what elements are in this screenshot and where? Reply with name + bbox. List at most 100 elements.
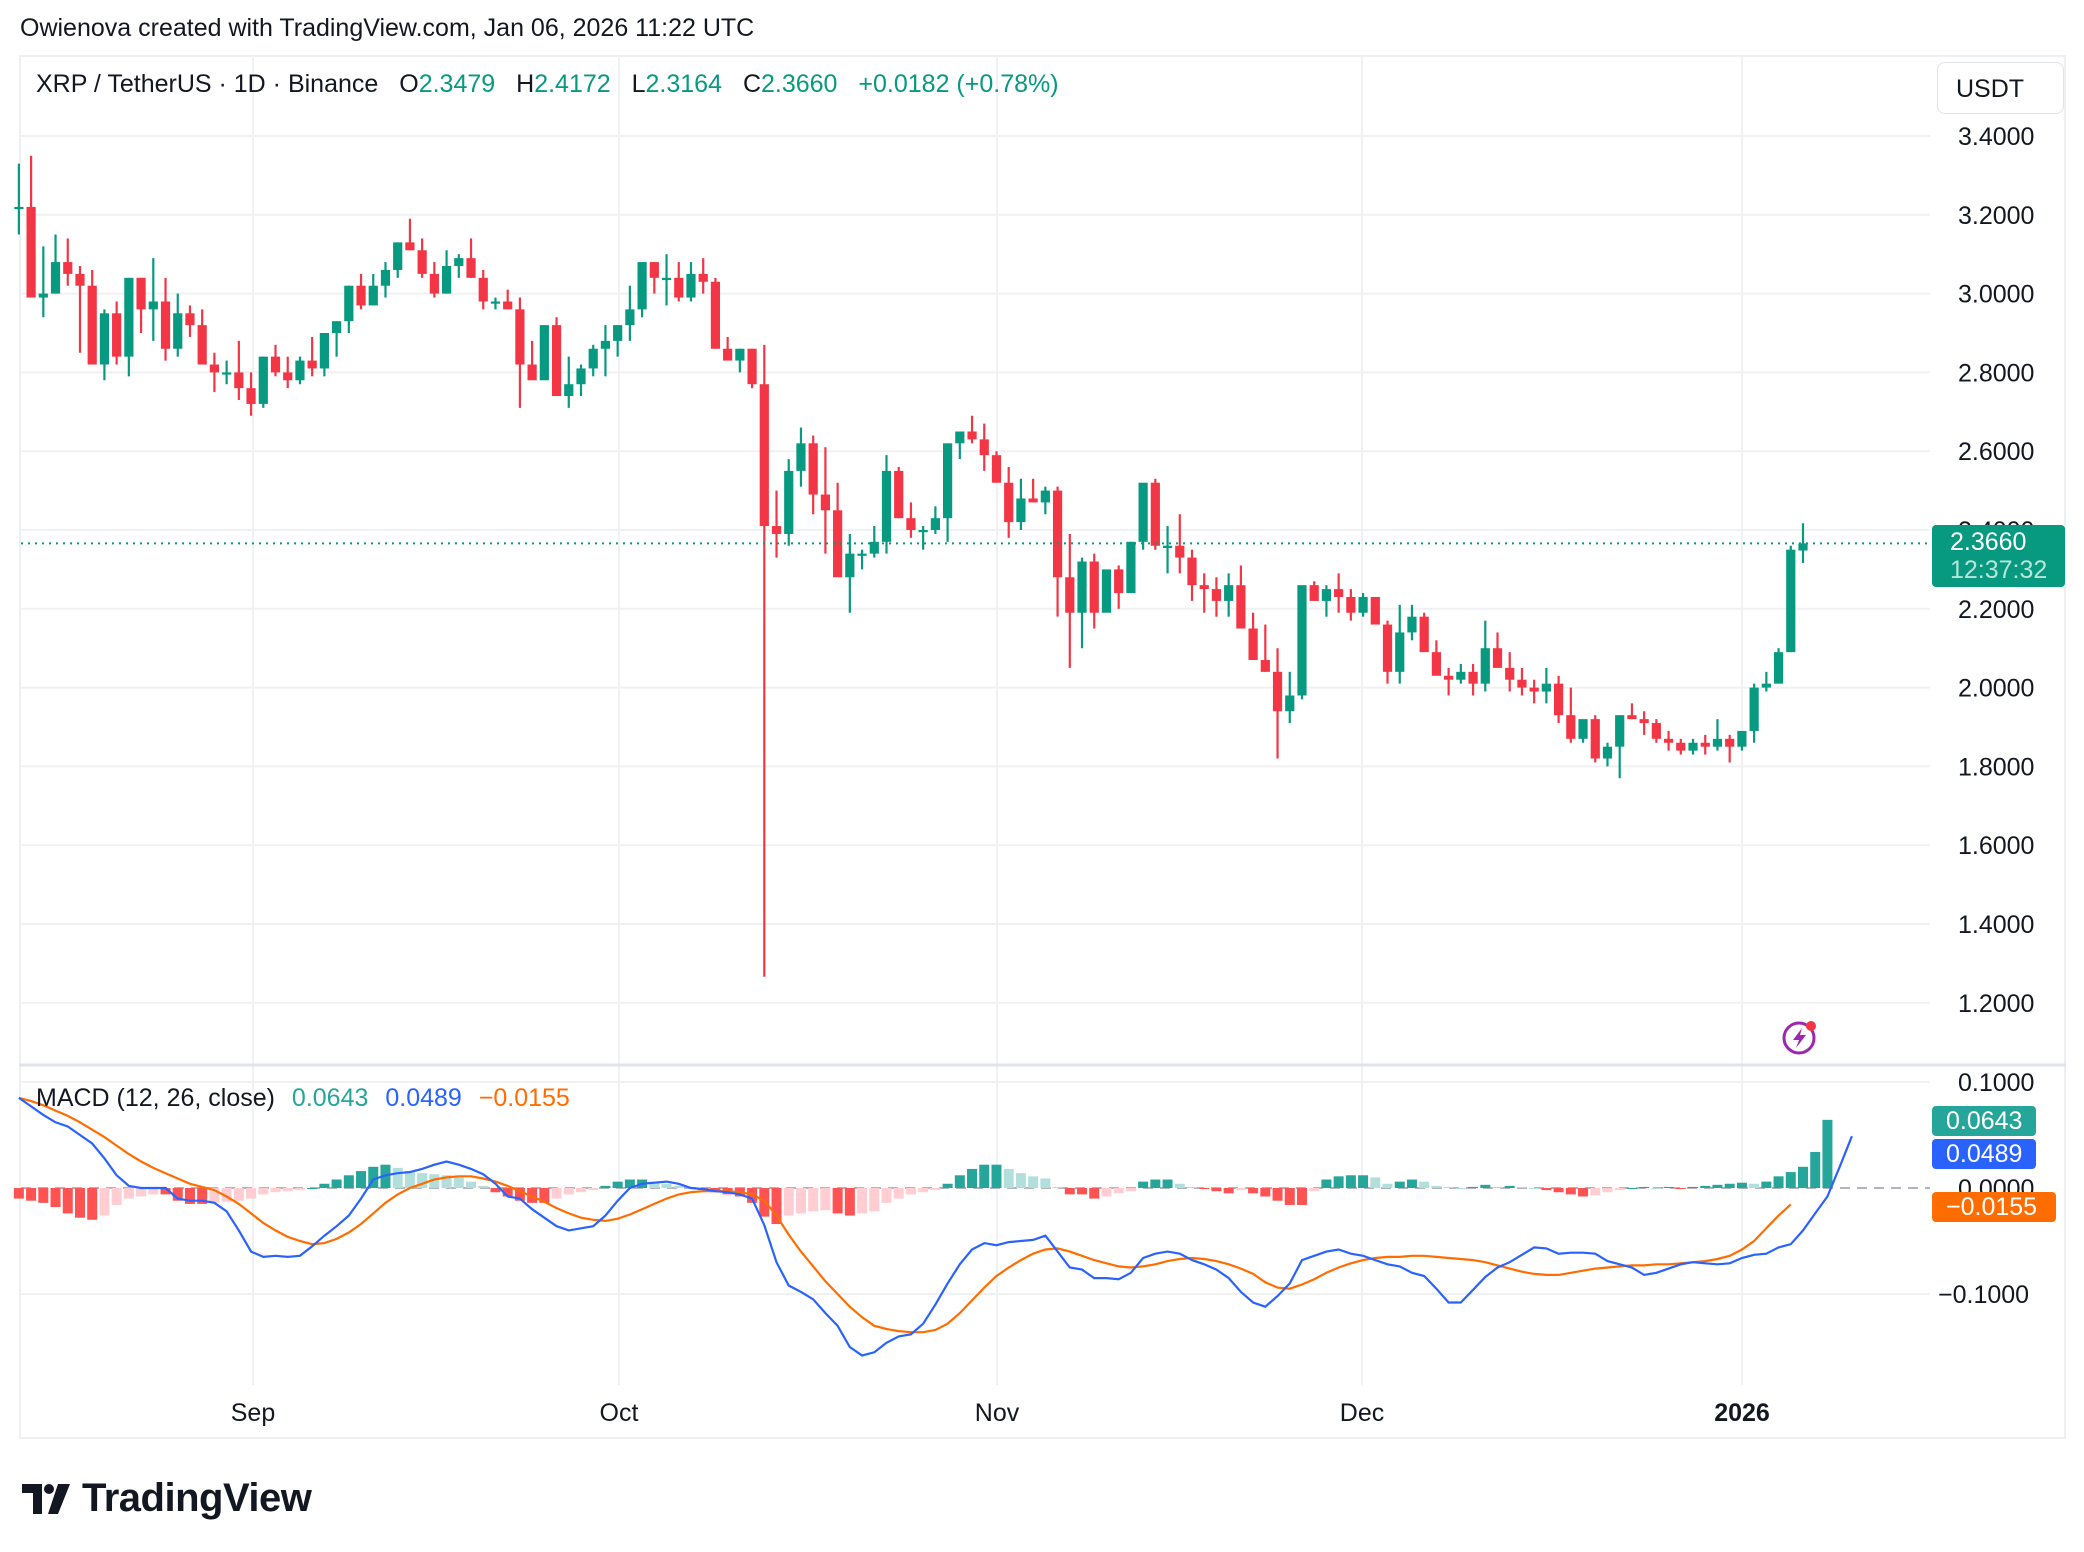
macd-histogram-bar bbox=[26, 1188, 37, 1201]
candle-body bbox=[246, 388, 256, 404]
macd-histogram-bar bbox=[1455, 1188, 1466, 1189]
candle-body bbox=[1334, 589, 1344, 597]
candle-body bbox=[99, 313, 110, 365]
macd-histogram-bar bbox=[1553, 1188, 1564, 1193]
candle-body bbox=[160, 301, 171, 349]
macd-histogram-bar bbox=[62, 1188, 73, 1214]
macd-histogram-bar bbox=[1761, 1181, 1772, 1188]
macd-histogram-bar bbox=[1003, 1168, 1014, 1188]
candle-body bbox=[1725, 738, 1735, 747]
symbol-title[interactable]: XRP / TetherUS · 1D · Binance bbox=[36, 70, 379, 98]
open-label: O bbox=[399, 70, 419, 98]
candle-body bbox=[490, 301, 501, 304]
macd-histogram-bar bbox=[551, 1188, 562, 1199]
macd-histogram-bar bbox=[612, 1181, 623, 1188]
candle-body bbox=[955, 431, 965, 444]
macd-histogram-bar bbox=[1089, 1188, 1100, 1199]
currency-button[interactable]: USDT bbox=[1937, 62, 2064, 114]
macd-histogram-bar bbox=[991, 1164, 1002, 1188]
macd-histogram-bar bbox=[1028, 1176, 1039, 1188]
tradingview-logo[interactable]: TradingView bbox=[22, 1476, 312, 1521]
macd-histogram-bar bbox=[1675, 1188, 1686, 1190]
price-axis-label: 2.0000 bbox=[1958, 675, 2034, 703]
candle-body bbox=[1492, 648, 1503, 668]
macd-histogram-bar bbox=[673, 1185, 684, 1188]
low-value: 2.3164 bbox=[645, 70, 722, 98]
candle-body bbox=[1382, 624, 1393, 672]
price-axis-label: 1.6000 bbox=[1958, 832, 2034, 860]
lightning-alert-icon[interactable] bbox=[1781, 1018, 1819, 1056]
macd-histogram-bar bbox=[1578, 1188, 1589, 1197]
macd-histogram-bar bbox=[624, 1179, 635, 1188]
candle-body bbox=[1615, 715, 1625, 747]
macd-histogram-bar bbox=[160, 1188, 171, 1195]
candle-body bbox=[1297, 585, 1307, 696]
macd-histogram-bar bbox=[1516, 1186, 1527, 1188]
candle-body bbox=[1126, 541, 1136, 594]
candle-body bbox=[551, 325, 562, 397]
candle-body bbox=[698, 273, 708, 282]
macd-histogram-bar bbox=[258, 1188, 269, 1195]
macd-histogram-bar bbox=[893, 1188, 904, 1199]
macd-histogram-bar bbox=[1688, 1186, 1699, 1188]
macd-histogram-bar bbox=[294, 1188, 305, 1191]
candle-body bbox=[234, 372, 244, 389]
candle-body bbox=[918, 530, 928, 533]
candle-body bbox=[637, 262, 647, 310]
candle-body bbox=[1431, 652, 1441, 676]
macd-histogram-bar bbox=[1724, 1183, 1735, 1188]
macd-histogram-bar bbox=[600, 1185, 611, 1188]
macd-histogram-bar bbox=[1639, 1186, 1650, 1188]
macd-histogram-tag: 0.0643 bbox=[1932, 1106, 2036, 1136]
macd-histogram-bar bbox=[1125, 1188, 1136, 1192]
candle-body bbox=[87, 285, 97, 365]
macd-histogram-bar bbox=[1309, 1188, 1320, 1192]
candle-body bbox=[1089, 561, 1099, 613]
macd-title[interactable]: MACD (12, 26, close) bbox=[36, 1084, 275, 1112]
macd-histogram-bar bbox=[123, 1188, 134, 1199]
macd-histogram-bar bbox=[1749, 1183, 1760, 1188]
macd-histogram-bar bbox=[1468, 1186, 1479, 1188]
macd-histogram-bar bbox=[820, 1188, 831, 1211]
tradingview-wordmark: TradingView bbox=[82, 1476, 312, 1520]
macd-signal-line bbox=[18, 1096, 1792, 1334]
macd-histogram-bar bbox=[1700, 1185, 1711, 1188]
macd-histogram-bar bbox=[13, 1188, 24, 1199]
candle-body bbox=[344, 285, 354, 322]
candle-body bbox=[368, 285, 378, 306]
candle-body bbox=[1016, 498, 1026, 523]
macd-histogram-bar bbox=[771, 1188, 782, 1225]
price-axis-label: 3.0000 bbox=[1958, 281, 2034, 309]
candle-body bbox=[1101, 569, 1112, 613]
macd-histogram-bar bbox=[331, 1179, 342, 1188]
candle-body bbox=[527, 364, 537, 381]
candle-body bbox=[1663, 738, 1674, 743]
candle-body bbox=[1590, 719, 1600, 759]
macd-histogram-bar bbox=[87, 1188, 98, 1220]
candle-body bbox=[1639, 719, 1649, 724]
candle-body bbox=[112, 313, 122, 357]
macd-histogram-bar bbox=[38, 1188, 49, 1203]
candle-body bbox=[1199, 585, 1209, 590]
candle-body bbox=[967, 431, 977, 440]
macd-histogram-bar bbox=[954, 1175, 965, 1188]
candle-body bbox=[319, 333, 329, 369]
macd-histogram-bar bbox=[844, 1188, 855, 1216]
macd-histogram-bar bbox=[1602, 1188, 1613, 1193]
macd-histogram-bar bbox=[466, 1181, 477, 1188]
candle-body bbox=[478, 277, 488, 302]
candle-body bbox=[1052, 490, 1063, 578]
time-axis-label: 2026 bbox=[1714, 1399, 1770, 1427]
macd-histogram-bar bbox=[172, 1188, 183, 1201]
macd-histogram-bar bbox=[1663, 1186, 1674, 1188]
macd-histogram-bar bbox=[649, 1181, 660, 1188]
macd-histogram-bar bbox=[221, 1188, 232, 1202]
candle-body bbox=[1040, 490, 1050, 503]
macd-histogram-bar bbox=[942, 1183, 953, 1188]
macd-line-value: 0.0489 bbox=[385, 1084, 462, 1112]
candle-body bbox=[258, 356, 268, 404]
candle-body bbox=[417, 250, 427, 274]
high-label: H bbox=[516, 70, 535, 98]
macd-histogram-bar bbox=[1773, 1176, 1784, 1188]
